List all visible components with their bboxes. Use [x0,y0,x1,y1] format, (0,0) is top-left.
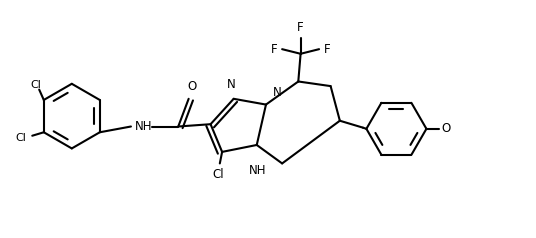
Text: Cl: Cl [16,133,26,143]
Text: F: F [271,43,278,56]
Text: O: O [442,122,451,135]
Text: F: F [297,21,304,34]
Text: N: N [227,78,236,91]
Text: NH: NH [249,164,266,177]
Text: N: N [273,86,281,99]
Text: NH: NH [135,120,152,133]
Text: Cl: Cl [30,79,41,89]
Text: F: F [324,43,330,56]
Text: Cl: Cl [213,168,225,181]
Text: O: O [188,80,197,93]
